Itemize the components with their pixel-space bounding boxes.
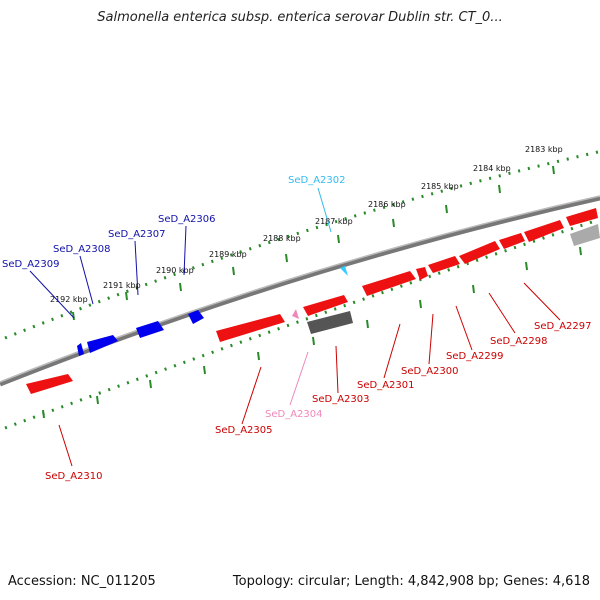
gene-label-2310: SeD_A2310 <box>45 471 103 482</box>
upper-major-ticks <box>72 165 555 321</box>
gene-label-2300: SeD_A2300 <box>401 366 459 377</box>
gene-label-2306: SeD_A2306 <box>158 214 216 225</box>
tick-labels: 2183 kbp 2184 kbp 2185 kbp 2186 kbp 2187… <box>50 145 563 304</box>
gene-arrow-2309[interactable] <box>77 343 84 356</box>
leader-lines <box>29 187 561 467</box>
tick-label: 2190 kbp <box>156 266 194 275</box>
gene-label-2308: SeD_A2308 <box>53 244 111 255</box>
gene-label-2299: SeD_A2299 <box>446 351 504 362</box>
gene-label-2303: SeD_A2303 <box>312 394 370 405</box>
tick-label: 2189 kbp <box>209 250 247 259</box>
tick-label: 2187 kbp <box>315 217 353 226</box>
tick-label: 2188 kbp <box>263 234 301 243</box>
genome-stats-text: Topology: circular; Length: 4,842,908 bp… <box>232 574 590 589</box>
tick-label: 2186 kbp <box>368 200 406 209</box>
gene-label-2305: SeD_A2305 <box>215 425 273 436</box>
gene-arrow-2310[interactable] <box>26 374 73 394</box>
accession-text: Accession: NC_011205 <box>8 574 156 589</box>
gene-label-2298: SeD_A2298 <box>490 336 548 347</box>
gene-label-2309: SeD_A2309 <box>2 259 60 270</box>
gene-arrow-2302[interactable] <box>340 266 348 276</box>
tick-label: 2183 kbp <box>525 145 563 154</box>
gene-arrow-2305[interactable] <box>216 314 285 342</box>
gene-arrow-2303[interactable] <box>303 295 348 316</box>
gene-arrow-2306[interactable] <box>188 310 204 324</box>
gene-label-2304: SeD_A2304 <box>265 409 323 420</box>
lower-major-ticks <box>42 246 582 419</box>
gene-arrow-2307[interactable] <box>136 321 164 338</box>
gene-arrow-edge[interactable] <box>566 208 598 226</box>
reverse-genes <box>77 310 204 356</box>
gene-arrow-2304[interactable] <box>292 309 299 319</box>
tick-label: 2191 kbp <box>103 281 141 290</box>
gene-arrow-2300[interactable] <box>416 267 428 280</box>
gene-label-2307: SeD_A2307 <box>108 229 166 240</box>
gene-gray-edge[interactable] <box>570 224 600 246</box>
gene-label-2302: SeD_A2302 <box>288 175 346 186</box>
gene-arrow-2301[interactable] <box>362 271 416 296</box>
tick-label: 2185 kbp <box>421 182 459 191</box>
genome-backbone-highlight <box>0 195 600 383</box>
tick-label: 2184 kbp <box>473 164 511 173</box>
gene-gray-2303[interactable] <box>307 311 353 334</box>
gene-label-2301: SeD_A2301 <box>357 380 415 391</box>
gene-label-2297: SeD_A2297 <box>534 321 592 332</box>
gene-arrow-2298b[interactable] <box>499 233 525 249</box>
gene-arrow-2297[interactable] <box>524 220 564 242</box>
map-title: Salmonella enterica subsp. enterica sero… <box>97 10 503 25</box>
forward-genes <box>26 208 598 394</box>
gene-arrow-2308[interactable] <box>87 335 118 353</box>
gene-arrow-2298a[interactable] <box>459 241 500 264</box>
tick-label: 2192 kbp <box>50 295 88 304</box>
gene-labels: SeD_A2302 SeD_A2306 SeD_A2307 SeD_A2308 … <box>2 175 592 482</box>
genome-backbone <box>0 195 600 387</box>
gene-arrow-2299[interactable] <box>428 256 460 273</box>
